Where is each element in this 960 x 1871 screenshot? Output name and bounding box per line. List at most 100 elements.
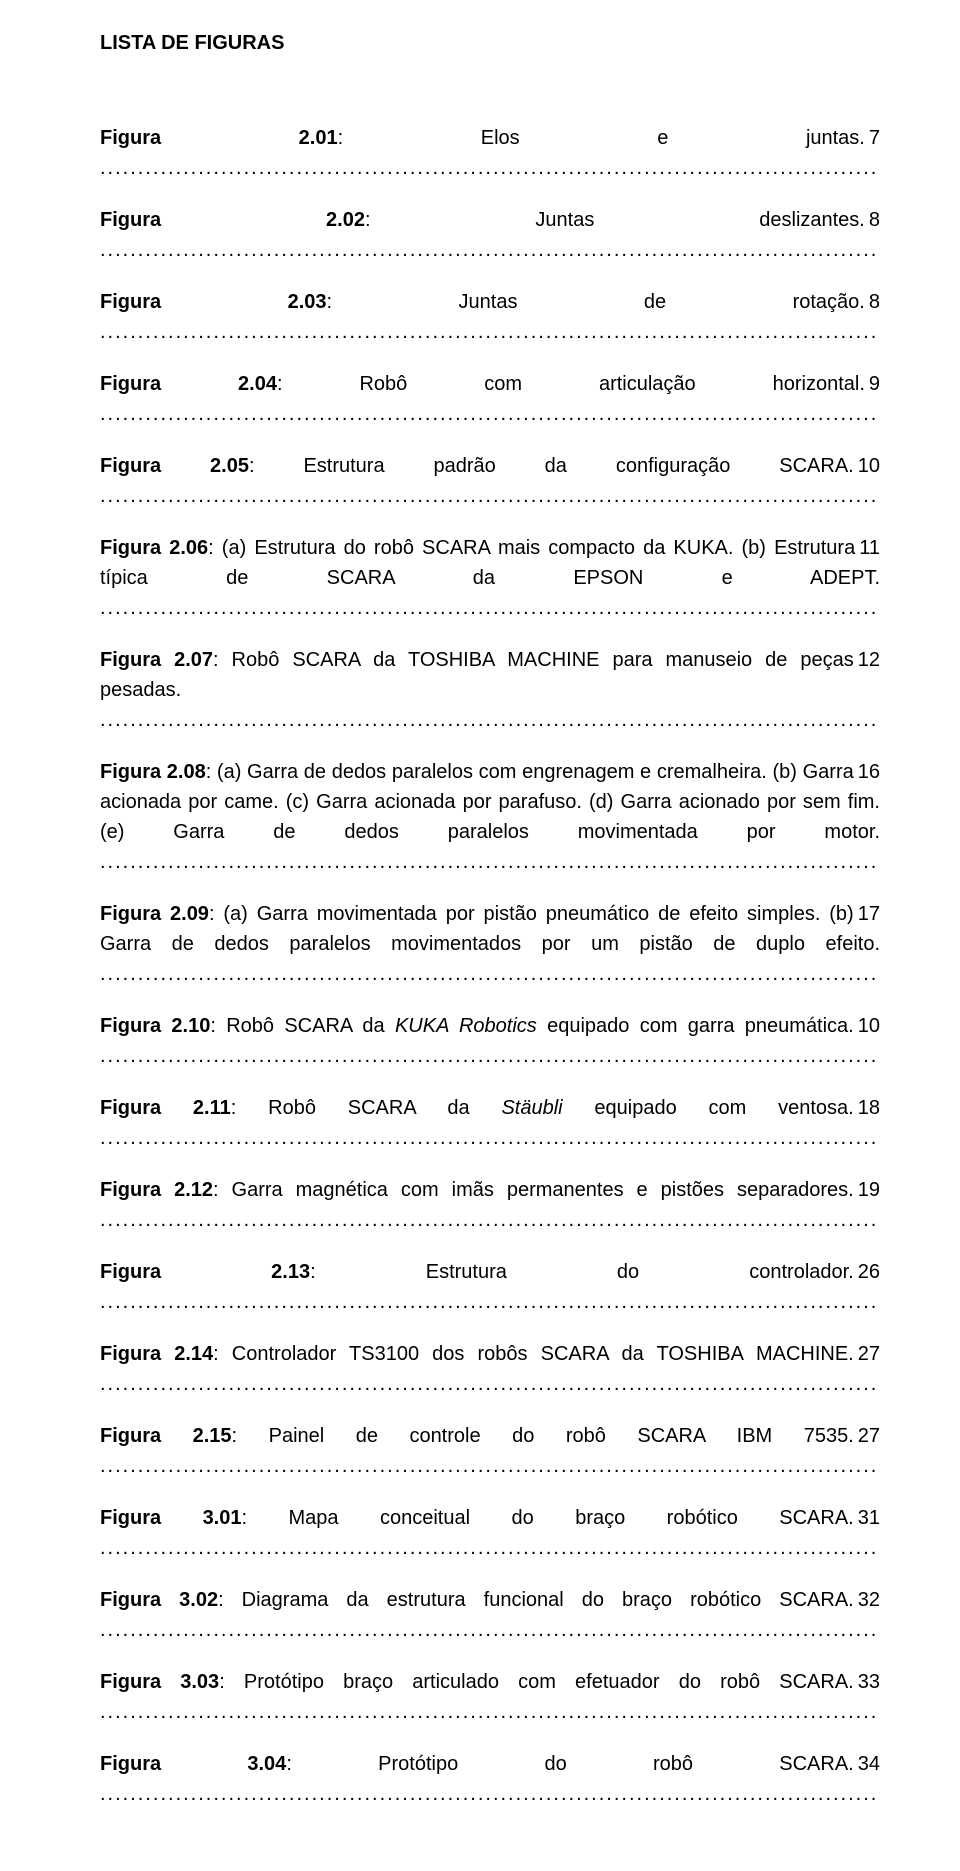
entry-page: 7 xyxy=(865,123,880,153)
entry-label: Figura 2.01 xyxy=(100,127,338,149)
entry-description: Mapa conceitual do braço robótico SCARA. xyxy=(289,1507,854,1529)
figure-entry: 16Figura 2.08: (a) Garra de dedos parale… xyxy=(100,757,880,877)
entry-page: 12 xyxy=(854,645,880,675)
leader-dots xyxy=(100,1455,880,1477)
entry-description: Protótipo braço articulado com efetuador… xyxy=(244,1671,854,1693)
entry-label: Figura 3.02 xyxy=(100,1589,218,1611)
figure-entry: 12Figura 2.07: Robô SCARA da TOSHIBA MAC… xyxy=(100,645,880,735)
entry-colon: : xyxy=(213,1343,232,1365)
entry-label: Figura 2.09 xyxy=(100,903,209,925)
entry-description: Painel de controle do robô SCARA IBM 753… xyxy=(269,1425,854,1447)
entry-colon: : xyxy=(277,373,360,395)
entry-label: Figura 2.03 xyxy=(100,291,327,313)
entry-colon: : xyxy=(232,1425,269,1447)
leader-dots xyxy=(100,709,880,731)
entry-colon: : xyxy=(210,1015,226,1037)
entry-description: Estrutura do controlador. xyxy=(426,1261,854,1283)
entry-colon: : xyxy=(231,1097,268,1119)
figure-entry: 7Figura 2.01: Elos e juntas. xyxy=(100,123,880,183)
leader-dots xyxy=(100,239,880,261)
figure-entry: 31 Figura 3.01: Mapa conceitual do braço … xyxy=(100,1503,880,1563)
leader-dots xyxy=(100,1701,880,1723)
figure-entry: 11Figura 2.06: (a) Estrutura do robô SCA… xyxy=(100,533,880,623)
figure-entry: 17Figura 2.09: (a) Garra movimentada por… xyxy=(100,899,880,989)
entry-label: Figura 3.03 xyxy=(100,1671,219,1693)
figure-entry: 10 Figura 2.10: Robô SCARA da KUKA Roboti… xyxy=(100,1011,880,1071)
entry-label: Figura 2.12 xyxy=(100,1179,213,1201)
entry-label: Figura 2.08 xyxy=(100,761,206,783)
figure-entry: 32 Figura 3.02: Diagrama da estrutura fun… xyxy=(100,1585,880,1645)
entry-page: 11 xyxy=(855,533,880,563)
leader-dots xyxy=(100,1127,880,1149)
figure-entry: 26Figura 2.13: Estrutura do controlador. xyxy=(100,1257,880,1317)
entry-description: Juntas de rotação. xyxy=(459,291,865,313)
entry-description: Elos e juntas. xyxy=(481,127,865,149)
entry-page: 10 xyxy=(854,1011,880,1041)
entry-description: Garra magnética com imãs permanentes e p… xyxy=(232,1179,854,1201)
leader-dots xyxy=(100,1783,880,1805)
entry-page: 34 xyxy=(854,1749,880,1779)
entry-label: Figura 2.07 xyxy=(100,649,213,671)
entry-page: 27 xyxy=(854,1339,880,1369)
entry-colon: : xyxy=(249,455,303,477)
entry-colon: : xyxy=(365,209,535,231)
entry-colon: : xyxy=(286,1753,378,1775)
figure-entry: 27 Figura 2.14: Controlador TS3100 dos ro… xyxy=(100,1339,880,1399)
leader-dots xyxy=(100,1373,880,1395)
entry-page: 32 xyxy=(854,1585,880,1615)
entry-description: Juntas deslizantes. xyxy=(535,209,864,231)
entry-label: Figura 3.04 xyxy=(100,1753,286,1775)
leader-dots xyxy=(100,1291,880,1313)
entry-label: Figura 2.10 xyxy=(100,1015,210,1037)
entry-page: 19 xyxy=(854,1175,880,1205)
entry-page: 8 xyxy=(865,287,880,317)
leader-dots xyxy=(100,321,880,343)
figure-entry: 9 Figura 2.04: Robô com articulação horiz… xyxy=(100,369,880,429)
leader-dots xyxy=(100,597,880,619)
entry-description: Estrutura padrão da configuração SCARA. xyxy=(303,455,853,477)
figure-entry: 34Figura 3.04: Protótipo do robô SCARA. xyxy=(100,1749,880,1809)
figures-list: 7 Figura 2.01: Elos e juntas. 8 Figura 2.0… xyxy=(100,123,880,1809)
leader-dots xyxy=(100,157,880,179)
entry-colon: : xyxy=(213,649,232,671)
entry-page: 9 xyxy=(865,369,880,399)
leader-dots xyxy=(100,851,880,873)
entry-description: Controlador TS3100 dos robôs SCARA da TO… xyxy=(232,1343,854,1365)
entry-page: 31 xyxy=(854,1503,880,1533)
entry-label: Figura 2.11 xyxy=(100,1097,231,1119)
leader-dots xyxy=(100,1619,880,1641)
entry-description: (a) Garra de dedos paralelos com engrena… xyxy=(100,761,880,843)
leader-dots xyxy=(100,485,880,507)
entry-label: Figura 2.13 xyxy=(100,1261,310,1283)
entry-label: Figura 3.01 xyxy=(100,1507,242,1529)
entry-description: Robô SCARA da KUKA Robotics equipado com… xyxy=(226,1015,854,1037)
entry-description: Diagrama da estrutura funcional do braço… xyxy=(242,1589,854,1611)
entry-label: Figura 2.06 xyxy=(100,537,208,559)
entry-page: 27 xyxy=(854,1421,880,1451)
figure-entry: 18 Figura 2.11: Robô SCARA da Stäubli equ… xyxy=(100,1093,880,1153)
entry-description: Robô com articulação horizontal. xyxy=(359,373,864,395)
entry-colon: : xyxy=(208,537,222,559)
figure-entry: 27 Figura 2.15: Painel de controle do rob… xyxy=(100,1421,880,1481)
entry-colon: : xyxy=(218,1589,242,1611)
entry-label: Figura 2.04 xyxy=(100,373,277,395)
entry-description: Robô SCARA da Stäubli equipado com vento… xyxy=(268,1097,854,1119)
leader-dots xyxy=(100,403,880,425)
leader-dots xyxy=(100,1537,880,1559)
figure-entry: 8Figura 2.03: Juntas de rotação. xyxy=(100,287,880,347)
entry-page: 26 xyxy=(854,1257,880,1287)
leader-dots xyxy=(100,1045,880,1067)
entry-label: Figura 2.15 xyxy=(100,1425,232,1447)
entry-page: 10 xyxy=(854,451,880,481)
entry-colon: : xyxy=(219,1671,244,1693)
entry-page: 17 xyxy=(854,899,880,929)
figure-entry: 10Figura 2.05: Estrutura padrão da confi… xyxy=(100,451,880,511)
entry-label: Figura 2.14 xyxy=(100,1343,213,1365)
entry-colon: : xyxy=(242,1507,289,1529)
entry-colon: : xyxy=(213,1179,232,1201)
entry-page: 18 xyxy=(854,1093,880,1123)
leader-dots xyxy=(100,963,880,985)
entry-label: Figura 2.02 xyxy=(100,209,365,231)
leader-dots xyxy=(100,1209,880,1231)
entry-page: 16 xyxy=(854,757,880,787)
